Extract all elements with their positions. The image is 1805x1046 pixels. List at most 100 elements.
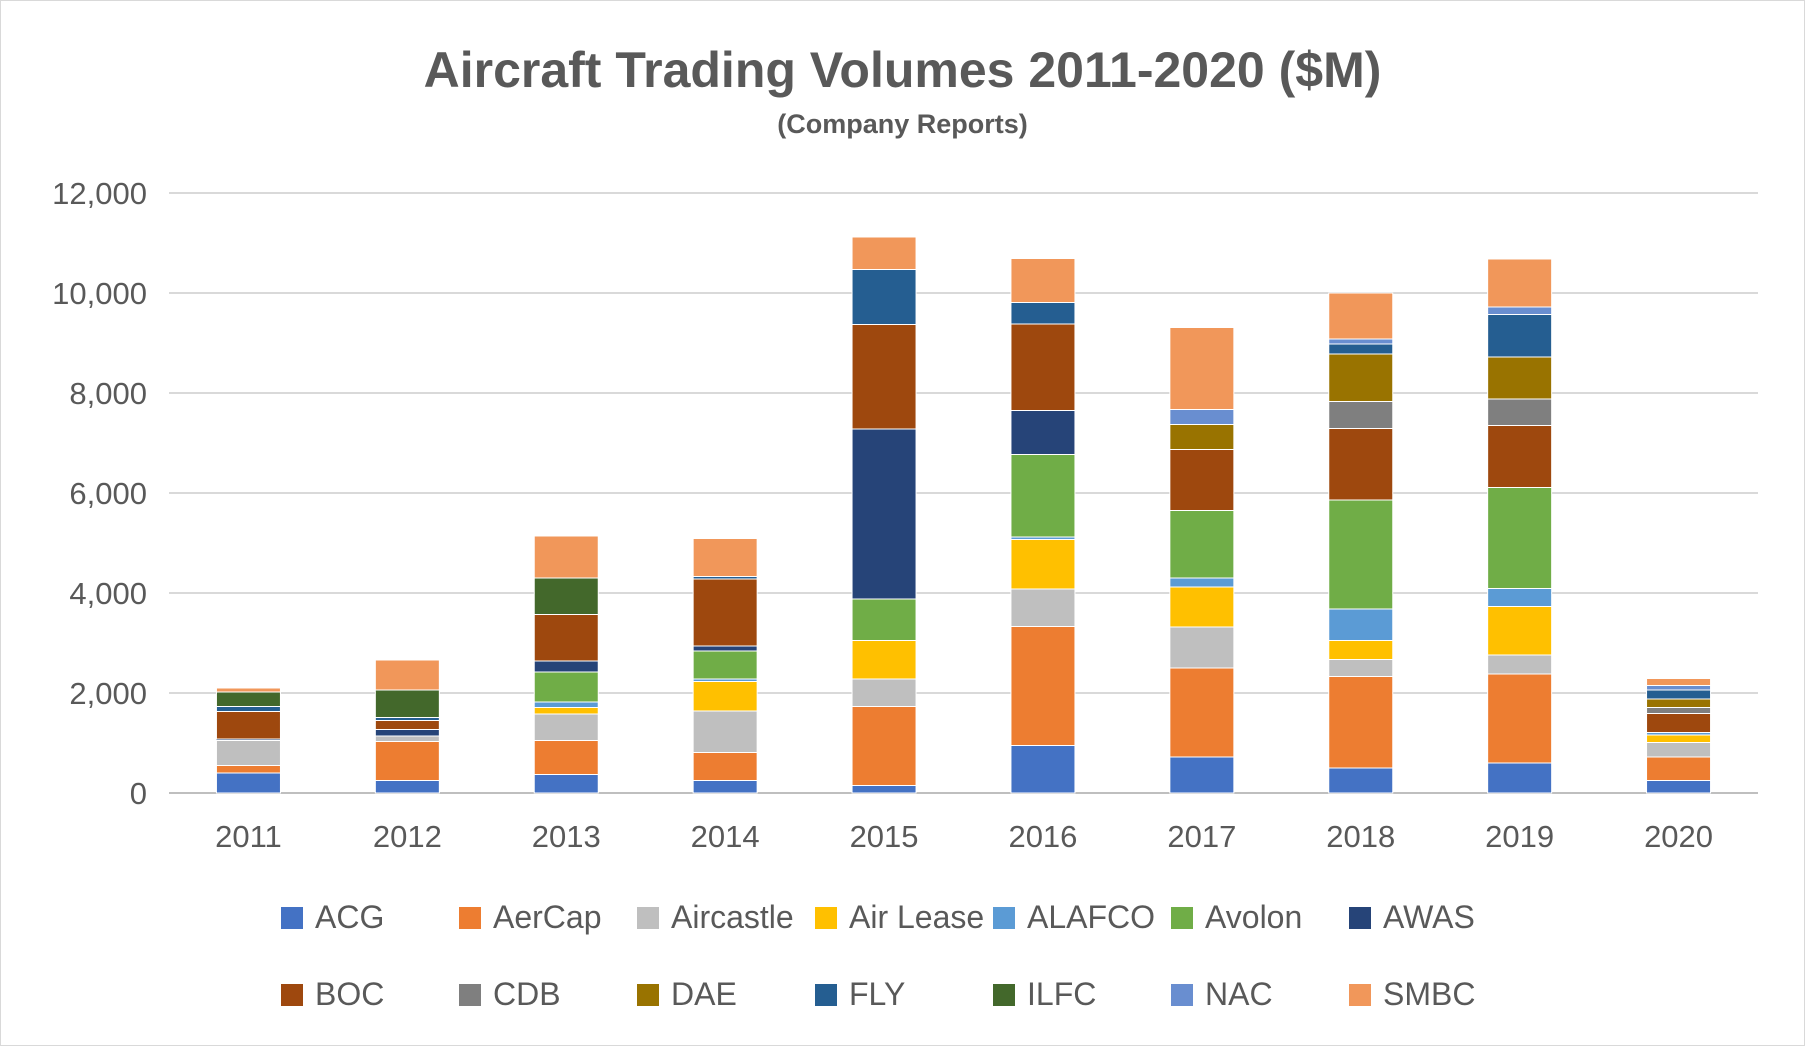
legend-label: AerCap [493,899,602,935]
legend: ACG AerCap Aircastle Air Lease ALAFCO Avolon A… [281,899,1531,1013]
x-tick-label: 2016 [1008,819,1077,854]
y-tick-label: 12,000 [52,176,147,211]
bar-segment-avolon [692,650,758,680]
bar-segment-dae [1646,698,1712,708]
bar-segment-cdb [1487,398,1553,426]
bar-segment-boc [1487,425,1553,488]
x-tick-label: 2012 [373,819,442,854]
bar-segment-boc [1328,428,1394,501]
bar-segment-aircastle [374,735,440,742]
bar-segment-avolon [1010,454,1076,538]
bar-segment-aercap [1010,626,1076,746]
bar-segment-nac [1487,306,1553,315]
legend-item: FLY [815,976,993,1013]
legend-label: Aircastle [671,899,794,935]
bar-segment-smbc [374,659,440,691]
x-tick-label: 2014 [691,819,760,854]
y-tick-label: 4,000 [69,576,147,611]
bar-segment-cdb [1646,707,1712,714]
legend-item: AWAS [1349,899,1527,936]
y-tick-label: 2,000 [69,676,147,711]
legend-item: Aircastle [637,899,815,936]
bar-segment-air-lease [1010,539,1076,590]
bar-segment-smbc [1487,258,1553,308]
bar-segment-aircastle [692,710,758,753]
bar-segment-acg [1169,756,1235,794]
bar-segment-fly [215,706,281,712]
legend-item: AerCap [459,899,637,936]
legend-swatch [1349,983,1371,1006]
bar-segment-acg [1328,767,1394,794]
legend-item: NAC [1171,976,1349,1013]
legend-swatch [993,983,1015,1006]
bar-segment-air-lease [851,640,917,680]
bar-segment-aercap [374,741,440,781]
bar-segment-air-lease [1487,606,1553,656]
legend-label: Avolon [1205,899,1303,935]
bar-segment-avolon [1487,487,1553,589]
x-tick-label: 2013 [532,819,601,854]
legend-item: DAE [637,976,815,1013]
bar-segment-aercap [215,765,281,774]
bar-segment-aercap [533,740,599,775]
chart-subtitle: (Company Reports) [777,109,1028,139]
legend-item: Air Lease [815,899,993,936]
bar-segment-air-lease [1328,640,1394,660]
legend-item: ALAFCO [993,899,1171,936]
bar-segment-smbc [1010,258,1076,303]
legend-swatch [1349,906,1371,929]
bar-segment-awas [692,645,758,652]
bar-segment-dae [1487,356,1553,400]
x-tick-label: 2019 [1485,819,1554,854]
x-tick-label: 2015 [850,819,919,854]
legend-label: FLY [849,976,906,1012]
bar-segment-smbc [1328,292,1394,340]
bar-segment-ilfc [215,691,281,707]
bar-segment-nac [1646,685,1712,691]
legend-item: CDB [459,976,637,1013]
bar-segment-ilfc [533,577,599,615]
bar-segment-alafco [1169,577,1235,588]
bar-segment-air-lease [692,681,758,712]
bar-segment-dae [1169,424,1235,450]
x-tick-label: 2020 [1644,819,1713,854]
bar-segment-acg [1646,780,1712,794]
legend-swatch [281,983,303,1006]
x-tick-label: 2017 [1167,819,1236,854]
bar-segment-avolon [533,671,599,703]
bar-segment-aircastle [1328,659,1394,677]
bar-segment-acg [215,772,281,794]
bar-segment-smbc [851,236,917,270]
bar-segment-acg [851,785,917,794]
bar-segment-boc [1010,323,1076,411]
legend-swatch [815,906,837,929]
bar-segment-acg [1487,762,1553,794]
legend-label: CDB [493,976,561,1012]
legend-swatch [637,906,659,929]
legend-swatch [1171,906,1193,929]
bar-segment-acg [692,780,758,794]
bar-segment-air-lease [533,707,599,715]
bar-segment-smbc [692,538,758,577]
legend-item: ACG [281,899,459,936]
bar-segment-smbc [1169,327,1235,410]
bar-segment-aercap [1646,756,1712,781]
legend-item: ILFC [993,976,1171,1013]
legend-item: SMBC [1349,976,1527,1013]
bar-segment-alafco [1328,608,1394,641]
legend-swatch [993,906,1015,929]
legend-label: NAC [1205,976,1273,1012]
legend-label: Air Lease [849,899,985,935]
bar-segment-aircastle [1646,742,1712,758]
x-tick-label: 2018 [1326,819,1395,854]
bar-segment-aircastle [1169,626,1235,669]
bar-segment-aircastle [851,678,917,707]
bar-segment-aircastle [1487,654,1553,675]
bar-segment-boc [692,578,758,647]
legend-label: ALAFCO [1027,899,1156,935]
bar-segment-aircastle [1010,588,1076,627]
y-tick-label: 6,000 [69,476,147,511]
bar-segment-acg [533,774,599,794]
bar-segment-acg [374,780,440,794]
